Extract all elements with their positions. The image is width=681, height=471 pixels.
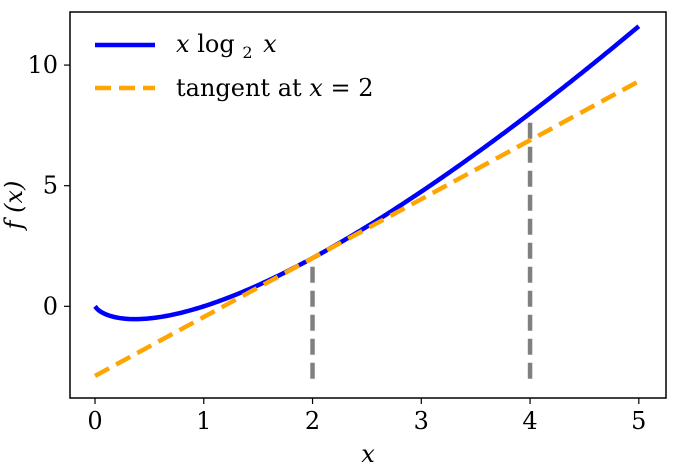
- series-line-1: [93, 79, 640, 378]
- legend-label-series-0: x log 2 x: [176, 30, 277, 64]
- x-tick-label-4: 4: [522, 407, 537, 435]
- legend-series-1-var: x: [309, 74, 323, 102]
- x-tick-label-1: 1: [196, 407, 211, 435]
- legend-series-0-tail: x: [263, 30, 277, 58]
- y-tick-label-0: 0: [43, 292, 58, 320]
- x-tick-label-2: 2: [305, 407, 320, 435]
- x-tick-label-0: 0: [87, 407, 102, 435]
- y-tick-label-10: 10: [27, 51, 58, 79]
- x-tick-label-3: 3: [414, 407, 429, 435]
- y-axis-label: f (x): [0, 181, 28, 232]
- legend-series-0-var: x: [176, 30, 190, 58]
- legend-series-1-text: tangent at: [176, 74, 309, 102]
- legend-label-series-1: tangent at x = 2: [176, 74, 374, 102]
- y-tick-label-5: 5: [43, 172, 58, 200]
- plot-frame: [69, 11, 667, 399]
- x-tick-label-5: 5: [631, 407, 646, 435]
- legend-series-0-sub: 2: [242, 43, 252, 62]
- x-axis-label: x: [361, 440, 375, 468]
- axis-ticks: 0 1 2 3 4 5 0 5 10: [27, 51, 646, 435]
- legend-series-0-log: log: [197, 30, 235, 58]
- plot-marks: [93, 24, 641, 379]
- legend: x log 2 x tangent at x = 2: [95, 30, 374, 102]
- legend-series-1-tail: = 2: [330, 74, 373, 102]
- series-line-0: [93, 24, 641, 322]
